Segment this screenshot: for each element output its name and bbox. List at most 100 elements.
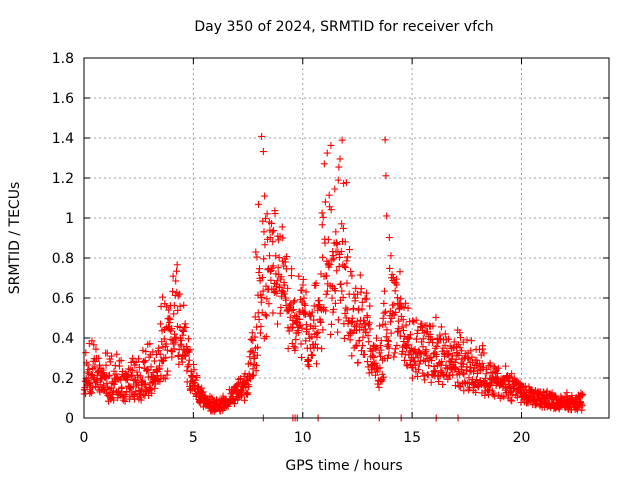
data-point bbox=[313, 344, 321, 352]
data-point bbox=[422, 351, 430, 359]
data-point bbox=[244, 389, 252, 397]
data-point bbox=[411, 361, 419, 369]
data-point bbox=[305, 362, 313, 370]
data-point bbox=[400, 304, 408, 312]
data-point bbox=[115, 362, 123, 370]
data-point bbox=[249, 349, 257, 357]
data-point bbox=[121, 397, 129, 405]
data-point bbox=[138, 376, 146, 384]
data-point bbox=[481, 391, 489, 399]
data-point bbox=[483, 365, 491, 373]
data-point bbox=[339, 224, 347, 232]
data-point bbox=[258, 293, 266, 301]
data-point bbox=[326, 260, 334, 268]
data-point bbox=[357, 347, 365, 355]
data-point bbox=[495, 391, 503, 399]
data-point bbox=[466, 363, 474, 371]
data-point bbox=[472, 388, 480, 396]
data-point bbox=[325, 191, 333, 199]
data-point bbox=[257, 298, 265, 306]
data-point bbox=[299, 275, 307, 283]
data-point bbox=[268, 220, 276, 228]
data-point bbox=[253, 323, 261, 331]
data-point bbox=[321, 198, 329, 206]
data-point bbox=[387, 252, 395, 260]
data-point bbox=[323, 149, 331, 157]
data-point bbox=[386, 318, 394, 326]
data-point bbox=[245, 383, 253, 391]
data-point bbox=[140, 358, 148, 366]
data-point bbox=[380, 309, 388, 317]
data-point bbox=[105, 372, 113, 380]
data-point bbox=[295, 315, 303, 323]
data-point bbox=[269, 238, 277, 246]
data-point bbox=[527, 386, 535, 394]
data-point bbox=[103, 349, 111, 357]
data-point bbox=[385, 344, 393, 352]
data-point bbox=[398, 323, 406, 331]
data-point bbox=[291, 344, 299, 352]
y-tick-label: 1.8 bbox=[52, 51, 74, 67]
data-point bbox=[335, 163, 343, 171]
data-point bbox=[363, 313, 371, 321]
data-point bbox=[193, 373, 201, 381]
data-point bbox=[266, 234, 274, 242]
data-point bbox=[348, 272, 356, 280]
data-point bbox=[331, 299, 339, 307]
data-point bbox=[457, 334, 465, 342]
data-point bbox=[362, 295, 370, 303]
data-point bbox=[327, 331, 335, 339]
data-point bbox=[382, 308, 390, 316]
data-point bbox=[356, 271, 364, 279]
y-tick-label: 1.6 bbox=[52, 91, 74, 107]
data-point bbox=[404, 341, 412, 349]
data-point bbox=[146, 340, 154, 348]
data-point bbox=[169, 340, 177, 348]
data-point bbox=[186, 346, 194, 354]
data-point bbox=[334, 328, 342, 336]
data-point bbox=[311, 322, 319, 330]
data-point bbox=[238, 388, 246, 396]
data-point bbox=[406, 348, 414, 356]
data-point bbox=[171, 330, 179, 338]
data-point bbox=[288, 340, 296, 348]
data-point bbox=[376, 342, 384, 350]
data-point bbox=[319, 326, 327, 334]
data-point bbox=[338, 287, 346, 295]
data-point bbox=[401, 350, 409, 358]
data-point bbox=[316, 304, 324, 312]
data-point bbox=[260, 228, 268, 236]
data-point bbox=[394, 328, 402, 336]
data-point bbox=[390, 353, 398, 361]
data-point bbox=[432, 313, 440, 321]
data-point bbox=[162, 340, 170, 348]
data-point bbox=[133, 368, 141, 376]
data-point bbox=[351, 323, 359, 331]
data-point bbox=[170, 310, 178, 318]
data-point bbox=[455, 352, 463, 360]
data-point bbox=[256, 329, 264, 337]
data-point bbox=[353, 326, 361, 334]
x-axis-label: GPS time / hours bbox=[285, 458, 402, 474]
data-point bbox=[469, 368, 477, 376]
data-point bbox=[355, 336, 363, 344]
data-point bbox=[88, 337, 96, 345]
data-point bbox=[577, 400, 585, 408]
data-point bbox=[467, 337, 475, 345]
data-point bbox=[128, 366, 136, 374]
data-point bbox=[132, 387, 140, 395]
data-point bbox=[156, 350, 164, 358]
data-point bbox=[349, 318, 357, 326]
data-point bbox=[91, 358, 99, 366]
data-point bbox=[177, 337, 185, 345]
data-point bbox=[376, 364, 384, 372]
data-point bbox=[425, 362, 433, 370]
data-point bbox=[255, 316, 263, 324]
y-tick-label: 0.6 bbox=[52, 291, 74, 307]
data-point bbox=[465, 355, 473, 363]
data-point bbox=[259, 287, 267, 295]
data-point bbox=[281, 290, 289, 298]
data-point bbox=[454, 341, 462, 349]
data-point bbox=[103, 379, 111, 387]
data-point bbox=[371, 345, 379, 353]
